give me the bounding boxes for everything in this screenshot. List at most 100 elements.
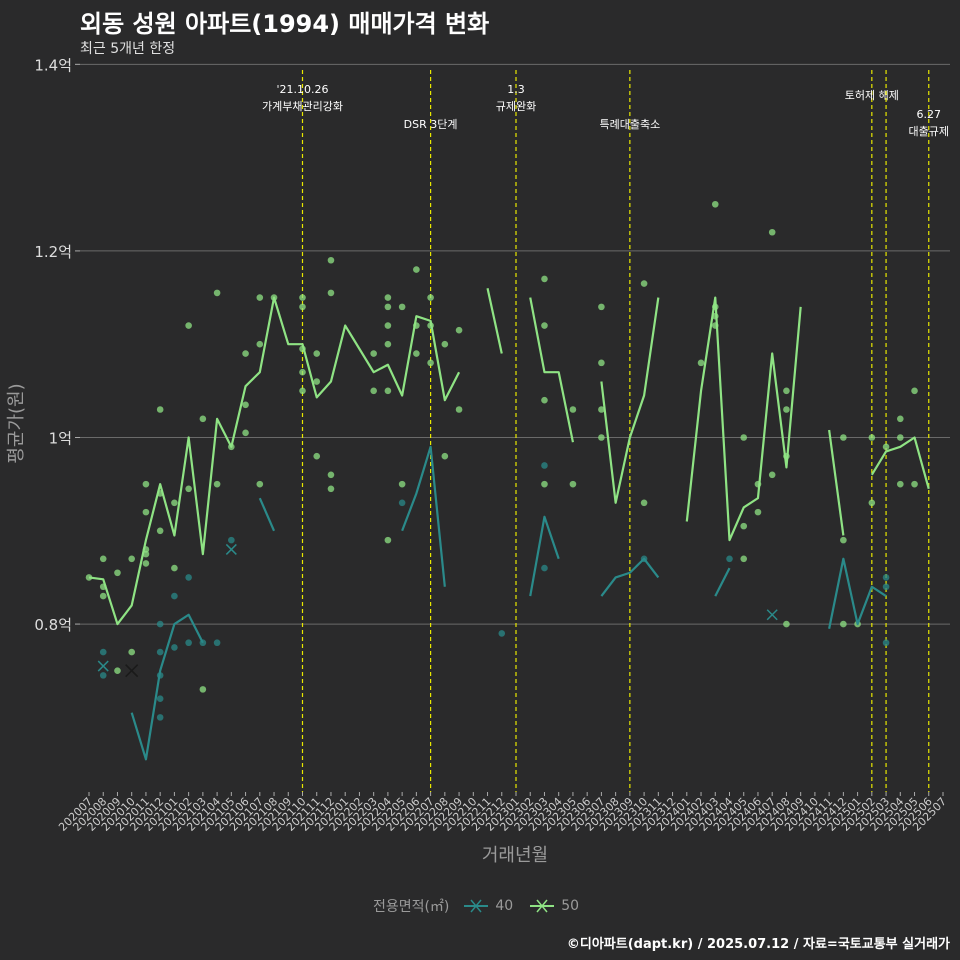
series-line-50-0 [88, 296, 461, 626]
scatter-point-50-52 [398, 303, 406, 311]
scatter-point-50-9 [142, 508, 150, 516]
scatter-point-40-124 [882, 574, 890, 581]
series-line-50-2 [529, 297, 575, 443]
event-label-2-0: 1.3 [507, 83, 525, 96]
chart-caption: ©디아파트(dapt.kr) / 2025.07.12 / 자료=국토교통부 실… [566, 937, 950, 952]
scatter-point-50-39 [313, 452, 321, 460]
y-tick-label-2: 1.2억 [34, 243, 72, 261]
scatter-point-50-100 [897, 434, 904, 441]
scatter-point-50-73 [598, 434, 605, 441]
scatter-point-50-96 [868, 434, 876, 441]
x-axis-title: 거래년월 [482, 845, 548, 866]
scatter-point-40-111 [171, 592, 178, 600]
scatter-point-50-65 [541, 322, 548, 329]
scatter-point-50-99 [897, 415, 904, 423]
scatter-point-50-69 [569, 480, 577, 488]
series-line-40-5 [529, 515, 560, 597]
series-line-50-1 [486, 287, 503, 354]
scatter-point-50-35 [299, 368, 306, 376]
scatter-point-40-105 [99, 672, 107, 679]
scatter-point-50-71 [598, 359, 605, 367]
scatter-point-50-6 [128, 555, 135, 563]
scatter-point-50-59 [427, 359, 434, 367]
event-label-0-0: '21.10.26 [276, 83, 328, 96]
scatter-point-40-117 [228, 536, 235, 544]
scatter-point-50-43 [327, 485, 335, 493]
chart-title: 외동 성원 아파트(1994) 매매가격 변화 [80, 10, 490, 38]
scatter-point-50-47 [384, 303, 392, 311]
scatter-point-50-66 [541, 396, 548, 404]
scatter-point-50-91 [783, 620, 790, 628]
scatter-point-50-61 [441, 452, 449, 460]
y-axis-title: 평균가(원) [6, 383, 27, 463]
event-label-6-0: 6.27 [917, 108, 942, 121]
scatter-point-40-118 [398, 499, 406, 507]
series-line-50-6 [870, 436, 930, 490]
scatter-point-50-62 [455, 326, 463, 334]
event-label-4-0: 토허제 해제 [845, 88, 899, 102]
scatter-point-50-17 [171, 564, 178, 572]
cross-marker-b [125, 664, 139, 678]
scatter-point-50-27 [242, 429, 249, 437]
scatter-point-50-57 [427, 294, 434, 301]
scatter-point-50-28 [256, 294, 264, 301]
legend-label-50: 50 [561, 898, 580, 914]
event-label-1-0: DSR 3단계 [404, 118, 458, 131]
scatter-point-50-30 [256, 480, 264, 488]
scatter-point-50-68 [569, 406, 577, 413]
scatter-point-50-41 [327, 289, 335, 297]
scatter-point-50-89 [783, 406, 790, 413]
chart-subtitle: 최근 5개년 한정 [80, 41, 176, 57]
scatter-point-50-3 [99, 592, 107, 600]
scatter-point-40-123 [726, 555, 733, 563]
series-line-40-4 [401, 445, 446, 587]
scatter-point-40-107 [156, 648, 164, 656]
series-line-40-1 [130, 613, 204, 761]
scatter-point-50-8 [142, 480, 150, 488]
scatter-point-50-26 [242, 401, 249, 409]
scatter-point-50-42 [327, 471, 335, 479]
scatter-point-50-93 [840, 536, 847, 544]
scatter-point-50-32 [299, 294, 306, 301]
scatter-point-50-5 [114, 667, 121, 675]
scatter-point-50-60 [441, 340, 449, 348]
legend-title: 전용면적(㎡) [372, 899, 450, 915]
scatter-point-50-67 [541, 480, 548, 488]
series-point-40-0-b [97, 660, 109, 672]
series-point-40-8-b [766, 609, 778, 621]
event-label-0-1: 가계부채관리강화 [262, 100, 343, 113]
scatter-point-50-21 [199, 686, 207, 693]
y-tick-label-1: 1억 [49, 429, 72, 447]
scatter-point-50-54 [413, 266, 420, 273]
scatter-point-40-106 [156, 620, 164, 628]
scatter-point-50-12 [142, 560, 150, 567]
scatter-point-50-98 [882, 443, 890, 451]
series-line-40-3 [258, 497, 276, 532]
scatter-point-40-121 [541, 564, 548, 572]
scatter-point-50-48 [384, 322, 392, 329]
scatter-point-40-109 [156, 695, 164, 703]
scatter-point-50-23 [213, 480, 221, 488]
scatter-point-40-126 [882, 639, 890, 647]
scatter-point-40-125 [882, 583, 890, 591]
scatter-point-40-104 [99, 648, 107, 656]
legend: 전용면적(㎡) 40 50 [0, 896, 960, 916]
scatter-point-50-45 [370, 387, 377, 395]
scatter-point-50-36 [299, 387, 306, 395]
scatter-point-50-103 [911, 480, 918, 488]
scatter-point-40-119 [498, 630, 506, 637]
scatter-point-50-72 [598, 406, 605, 413]
scatter-point-50-46 [384, 294, 392, 301]
scatter-point-50-56 [413, 350, 420, 357]
scatter-point-50-51 [384, 536, 392, 544]
scatter-point-50-83 [740, 555, 748, 563]
scatter-point-50-37 [313, 350, 321, 357]
legend-item-40: 40 [463, 898, 513, 914]
scatter-point-50-40 [327, 256, 335, 264]
scatter-point-50-25 [242, 350, 249, 357]
scatter-point-40-120 [541, 462, 548, 469]
event-label-6-1: 대출규제 [909, 125, 949, 138]
scatter-point-40-113 [185, 574, 192, 581]
series-line-40-9 [828, 557, 887, 629]
